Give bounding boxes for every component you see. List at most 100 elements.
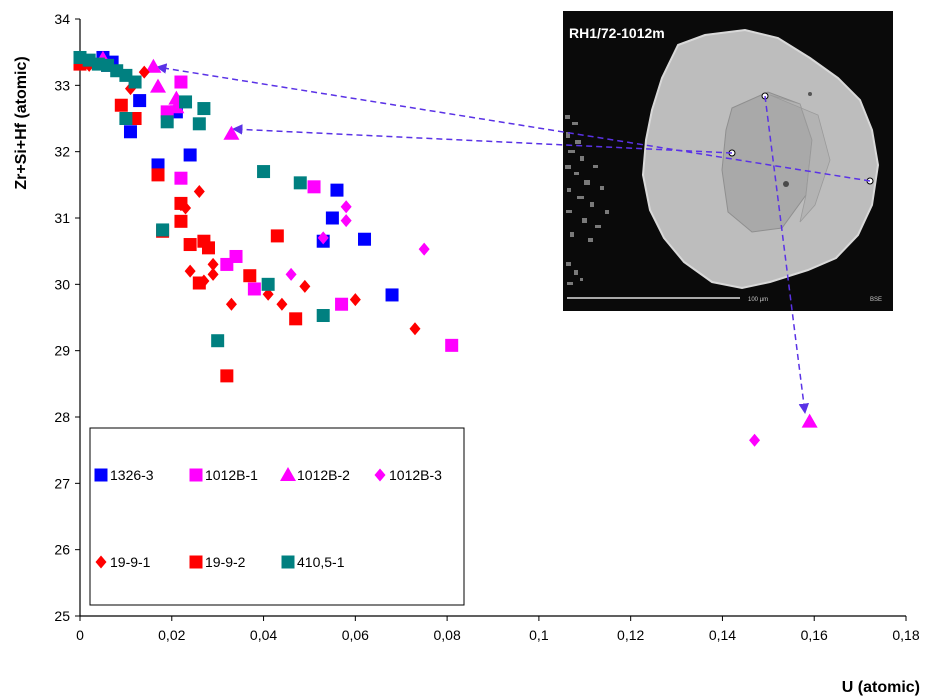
x-tick-label: 0,08 bbox=[433, 627, 460, 643]
point-19-9-1 bbox=[207, 267, 219, 281]
legend-marker-19-9-2 bbox=[189, 555, 203, 569]
x-tick-label: 0,14 bbox=[709, 627, 736, 643]
point-1012b-3 bbox=[749, 433, 761, 447]
x-tick-label: 0,16 bbox=[801, 627, 828, 643]
arrow-spot2-to-point bbox=[764, 95, 810, 415]
point-1012b-1 bbox=[174, 75, 188, 89]
dark-inclusion bbox=[783, 181, 789, 187]
point-1012b-2 bbox=[168, 99, 185, 114]
point-1326-3 bbox=[123, 125, 137, 139]
legend: 1326-3 1012B-1 1012B-2 1012B-3 19-9-1 19-9-2 4… bbox=[89, 427, 465, 606]
point-1326-3 bbox=[133, 94, 147, 108]
point-19-9-2 bbox=[201, 241, 215, 255]
y-tick-label: 32 bbox=[54, 144, 70, 160]
point-19-9-2 bbox=[192, 276, 206, 290]
legend-box bbox=[89, 427, 465, 606]
y-tick-label: 29 bbox=[54, 343, 70, 359]
point-410-5-1 bbox=[179, 95, 193, 109]
point-1012b-2 bbox=[223, 125, 240, 140]
x-tick-group: 0 0,02 0,04 0,06 0,08 0,1 0,12 0,14 0,16 0,18 bbox=[76, 616, 920, 643]
point-19-9-2 bbox=[151, 168, 165, 182]
point-19-9-1 bbox=[225, 297, 237, 311]
point-19-9-2 bbox=[270, 229, 284, 243]
point-19-9-1 bbox=[276, 297, 288, 311]
point-19-9-1 bbox=[138, 65, 150, 79]
x-tick-label: 0,02 bbox=[158, 627, 185, 643]
x-axis-title: U (atomic) bbox=[842, 679, 920, 696]
point-1012b-2 bbox=[150, 78, 167, 93]
point-410-5-1 bbox=[156, 223, 170, 237]
x-tick-label: 0,18 bbox=[892, 627, 919, 643]
axes bbox=[79, 19, 906, 617]
x-tick-label: 0,06 bbox=[342, 627, 369, 643]
point-1012b-1 bbox=[335, 297, 349, 311]
point-19-9-2 bbox=[243, 269, 257, 283]
point-1012b-1 bbox=[307, 180, 321, 194]
point-1012b-1 bbox=[174, 171, 188, 185]
point-19-9-1 bbox=[349, 293, 361, 307]
bse-inset-image: 100 µm BSE RH1/72-1012m bbox=[563, 11, 893, 311]
point-19-9-2 bbox=[183, 238, 197, 252]
point-410-5-1 bbox=[293, 176, 307, 190]
point-19-9-1 bbox=[207, 257, 219, 271]
y-tick-label: 25 bbox=[54, 608, 70, 624]
point-19-9-1 bbox=[184, 264, 196, 278]
point-1012b-3 bbox=[418, 242, 430, 256]
arrow-spot3-to-point bbox=[155, 63, 871, 182]
legend-label-19-9-1: 19-9-1 bbox=[110, 554, 151, 570]
point-410-5-1 bbox=[192, 117, 206, 131]
point-19-9-2 bbox=[174, 214, 188, 228]
inset-sample-label: RH1/72-1012m bbox=[569, 25, 665, 41]
point-1012b-1 bbox=[160, 105, 174, 119]
point-1326-3 bbox=[330, 183, 344, 197]
point-1326-3 bbox=[385, 288, 399, 302]
point-1012b-3 bbox=[340, 214, 352, 228]
point-19-9-1 bbox=[299, 279, 311, 293]
point-410-5-1 bbox=[257, 165, 271, 179]
point-19-9-2 bbox=[289, 312, 303, 326]
point-19-9-2 bbox=[114, 98, 128, 112]
point-1012b-1 bbox=[445, 338, 459, 352]
y-tick-group: 25 26 27 28 29 30 31 32 33 34 bbox=[54, 11, 80, 624]
y-tick-label: 33 bbox=[54, 77, 70, 93]
point-410-5-1 bbox=[316, 309, 330, 323]
arrow-group bbox=[155, 63, 871, 415]
point-19-9-2 bbox=[174, 196, 188, 210]
legend-marker-410-5-1 bbox=[281, 555, 295, 569]
point-1012b-3 bbox=[317, 231, 329, 245]
legend-label-410-5-1: 410,5-1 bbox=[297, 554, 345, 570]
point-1326-3 bbox=[183, 148, 197, 162]
point-19-9-2 bbox=[220, 369, 234, 383]
point-410-5-1 bbox=[128, 75, 142, 89]
legend-label-1012b-3: 1012B-3 bbox=[389, 467, 442, 483]
x-tick-label: 0 bbox=[76, 627, 84, 643]
point-1012b-3 bbox=[340, 200, 352, 214]
y-tick-label: 30 bbox=[54, 276, 70, 292]
legend-label-1012b-2: 1012B-2 bbox=[297, 467, 350, 483]
marker-group bbox=[73, 50, 818, 447]
point-1326-3 bbox=[358, 232, 372, 246]
point-410-5-1 bbox=[160, 115, 174, 129]
point-19-9-1 bbox=[409, 322, 421, 336]
legend-marker-1012b-3 bbox=[374, 468, 386, 482]
point-1012b-2 bbox=[801, 413, 818, 428]
matrix-texture bbox=[565, 115, 609, 285]
point-1012b-1 bbox=[247, 282, 261, 296]
y-tick-label: 27 bbox=[54, 475, 70, 491]
y-tick-label: 26 bbox=[54, 542, 70, 558]
arrow-spot1-to-point bbox=[231, 124, 733, 154]
point-19-9-1 bbox=[193, 184, 205, 198]
legend-label-1326-3: 1326-3 bbox=[110, 467, 154, 483]
y-axis-title: Zr+Si+Hf (atomic) bbox=[13, 56, 30, 189]
x-tick-label: 0,12 bbox=[617, 627, 644, 643]
legend-marker-1326-3 bbox=[94, 468, 108, 482]
point-19-9-1 bbox=[262, 287, 274, 301]
legend-marker-1012b-1 bbox=[189, 468, 203, 482]
point-410-5-1 bbox=[197, 102, 211, 116]
x-tick-label: 0,1 bbox=[529, 627, 549, 643]
y-tick-label: 34 bbox=[54, 11, 70, 27]
dark-inclusion-small bbox=[808, 92, 812, 96]
y-tick-label: 28 bbox=[54, 409, 70, 425]
point-410-5-1 bbox=[211, 334, 225, 348]
